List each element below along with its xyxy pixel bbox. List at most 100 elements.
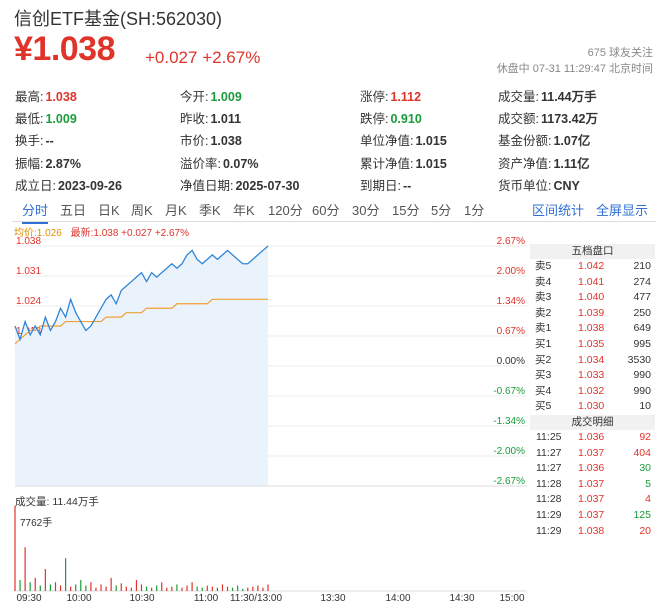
stat-label: 溢价率: (180, 156, 221, 171)
stat-label: 换手: (15, 134, 44, 149)
volume-bar (49, 584, 52, 591)
order-level: 买1 (535, 337, 552, 350)
order-book-row: 买3 1.033 990 (530, 368, 655, 384)
stat-label: 涨停: (360, 90, 389, 104)
intraday-chart[interactable]: 1.0382.67%1.0312.00%1.0241.34%1.0180.67%… (0, 236, 530, 615)
volume-bar (34, 577, 36, 591)
trades-title: 成交明细 (530, 414, 655, 430)
volume-bar (59, 585, 62, 591)
trade-volume: 404 (633, 446, 651, 459)
order-price: 1.039 (578, 306, 605, 319)
stat-value: 0.910 (390, 112, 422, 127)
volume-bar (191, 582, 193, 591)
tab-5[interactable]: 季K (199, 203, 221, 218)
y-tick-right: 0.67% (497, 326, 525, 337)
tab-0[interactable]: 分时 (22, 200, 49, 224)
order-price: 1.035 (578, 337, 605, 350)
trade-time: 11:27 (536, 446, 562, 459)
y-tick-left: 1.038 (16, 236, 41, 247)
volume-bar (39, 585, 41, 591)
trade-price: 1.037 (578, 446, 605, 459)
volume-bar (186, 585, 188, 591)
stat-item: 今开: 1.009 (180, 86, 242, 105)
volume-bar (156, 585, 158, 591)
stat-label: 跌停: (360, 112, 389, 127)
stat-label: 累计净值: (360, 156, 414, 171)
volume-bar (85, 585, 87, 591)
tab-4[interactable]: 月K (165, 203, 187, 218)
volume-bar (80, 580, 82, 591)
stat-value: 1.009 (210, 90, 242, 104)
order-level: 卖1 (535, 322, 552, 335)
range-stats-link[interactable]: 区间统计 (532, 203, 585, 218)
chart-legend: 均价:1.026 最新:1.038 +0.027 +2.67% (14, 224, 189, 239)
order-volume: 250 (633, 306, 651, 319)
stats-grid: 最高: 1.038 今开: 1.009 涨停: 1.112 成交量: 11.44万手 最低: 1.… (15, 83, 655, 194)
trade-row: 11:27 1.037 404 (530, 446, 655, 462)
stats-row: 最高: 1.038 今开: 1.009 涨停: 1.112 成交量: 11.44万手 (15, 83, 655, 105)
trade-volume: 125 (633, 508, 651, 521)
tab-9[interactable]: 30分 (352, 203, 380, 218)
order-volume: 649 (633, 322, 651, 335)
order-level: 卖4 (535, 275, 552, 288)
stat-item: 最低: 1.009 (15, 108, 77, 127)
stat-label: 最高: (15, 90, 44, 104)
tab-1[interactable]: 五日 (60, 203, 87, 218)
volume-bar (237, 585, 239, 591)
tab-11[interactable]: 5分 (431, 203, 452, 218)
tab-10[interactable]: 15分 (392, 203, 420, 218)
stats-row: 成立日: 2023-09-26 净值日期: 2025-07-30 到期日: -- 货币单位:… (15, 172, 655, 194)
volume-bar (70, 586, 72, 591)
volume-bar (161, 582, 163, 591)
tab-8[interactable]: 60分 (312, 203, 340, 218)
stat-value: CNY (553, 178, 580, 193)
volume-bar (171, 586, 173, 591)
order-book-row: 卖4 1.041 274 (530, 275, 655, 291)
stat-label: 市价: (180, 134, 209, 149)
tab-7[interactable]: 120分 (268, 203, 303, 218)
volume-bar (44, 569, 46, 591)
stat-value: 1173.42万 (540, 112, 598, 127)
stat-label: 净值日期: (180, 178, 234, 193)
stat-item: 跌停: 0.910 (360, 108, 422, 127)
stat-value: 2023-09-26 (57, 178, 122, 193)
volume-bar (176, 584, 178, 591)
tab-6[interactable]: 年K (233, 203, 255, 218)
trade-price: 1.037 (578, 493, 605, 506)
trade-volume: 5 (645, 477, 651, 490)
volume-bar (257, 585, 259, 591)
volume-bar (135, 580, 138, 591)
trade-time: 11:27 (536, 462, 562, 475)
stat-value: -- (402, 178, 412, 193)
stat-label: 振幅: (15, 156, 44, 171)
trade-row: 11:29 1.037 125 (530, 508, 655, 524)
trade-volume: 4 (645, 493, 651, 506)
followers-count[interactable]: 675 球友关注 (587, 47, 653, 59)
trade-volume: 20 (639, 524, 651, 537)
avg-price-line (14, 298, 268, 345)
stat-value: 1.015 (415, 156, 447, 171)
stat-label: 最低: (15, 112, 44, 127)
stat-value: 1.038 (210, 134, 242, 149)
volume-bar (140, 584, 143, 591)
tab-12[interactable]: 1分 (464, 203, 485, 218)
stat-item: 净值日期: 2025-07-30 (180, 175, 299, 194)
stat-value: 1.011 (210, 112, 242, 127)
tab-3[interactable]: 周K (131, 203, 153, 218)
volume-bar (262, 587, 264, 591)
tab-2[interactable]: 日K (98, 203, 120, 218)
volume-bar (90, 582, 92, 591)
trade-time: 11:28 (536, 493, 562, 506)
stats-row: 最低: 1.009 昨收: 1.011 跌停: 0.910 成交额: 1173.42万 (15, 105, 655, 127)
volume-bar (54, 582, 57, 591)
stat-item: 成交量: 11.44万手 (498, 86, 597, 105)
order-volume: 10 (639, 400, 651, 413)
trade-row: 11:28 1.037 4 (530, 492, 655, 508)
order-price: 1.033 (578, 369, 605, 382)
volume-bar (242, 588, 244, 591)
x-tick: 10:00 (66, 593, 91, 604)
volume-bar (125, 586, 127, 591)
y-tick-right: 2.00% (497, 266, 525, 277)
fullscreen-link[interactable]: 全屏显示 (596, 203, 649, 218)
trade-volume: 30 (639, 462, 651, 475)
